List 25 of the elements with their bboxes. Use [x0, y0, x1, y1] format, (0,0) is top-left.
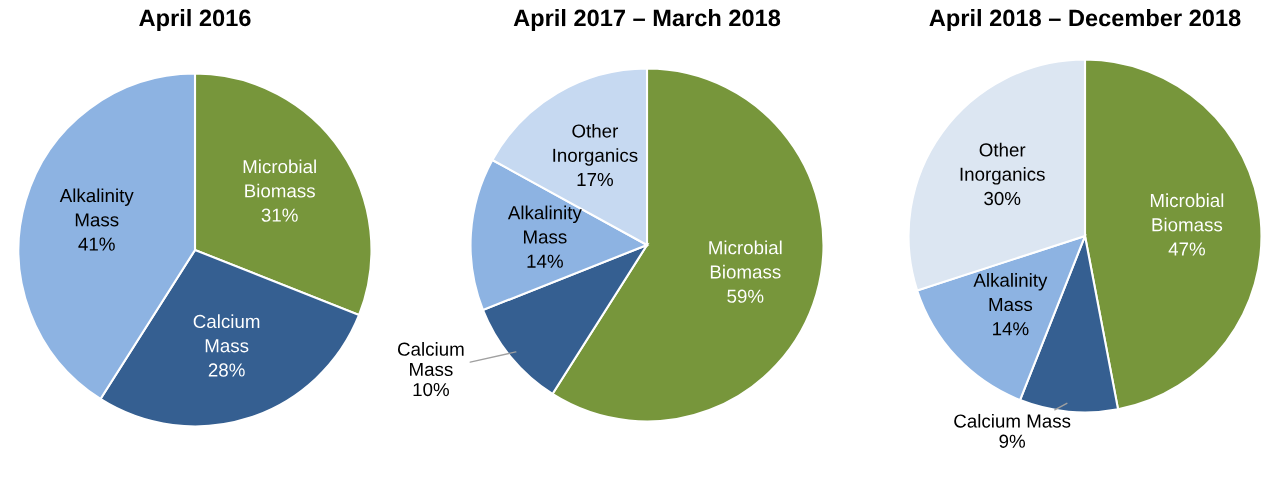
slice-label: Alkalinity Mass [973, 273, 1048, 312]
data-label: 28% [208, 363, 245, 377]
slice-label: Alkalinity Mass [507, 205, 582, 244]
data-label: 17% [577, 173, 613, 187]
slice-label: Alkalinity Mass [59, 188, 134, 227]
data-label: 30% [984, 191, 1021, 206]
slice-label: Microbial Biomass [709, 240, 782, 279]
slice-label: Microbial Biomass [1150, 193, 1224, 232]
data-label: 31% [261, 208, 298, 222]
chart-title: April 2016 [139, 9, 251, 31]
chart-title: April 2017 – March 2018 [513, 9, 781, 31]
slice-label: Other Inorganics [553, 123, 638, 166]
data-label: 14% [527, 254, 563, 268]
slice-label: Other Inorganics [960, 142, 1045, 185]
data-label: 14% [993, 322, 1029, 336]
data-label: 9% [999, 434, 1026, 448]
data-label: 59% [727, 289, 764, 303]
slice-label: Calcium Mass [954, 413, 1071, 428]
data-label: 10% [413, 382, 449, 397]
slice-label: Calcium Mass [193, 314, 260, 353]
data-label: 41% [78, 237, 115, 251]
slice-label: Calcium Mass [397, 342, 464, 377]
data-label: 47% [1168, 242, 1205, 256]
chart-title: April 2018 – December 2018 [929, 9, 1241, 31]
slice-label: Microbial Biomass [243, 159, 316, 198]
